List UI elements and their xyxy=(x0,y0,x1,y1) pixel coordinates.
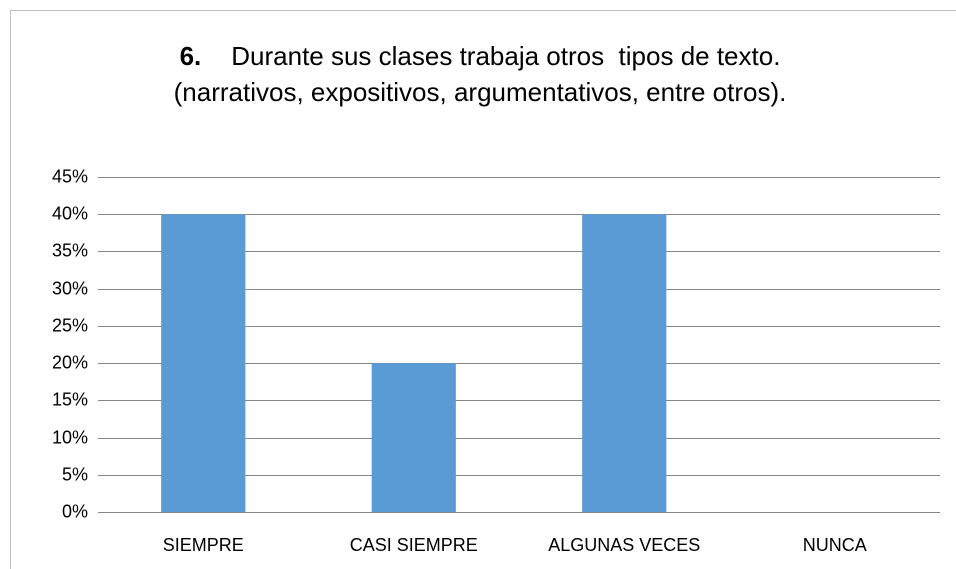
y-tick-label: 40% xyxy=(52,203,88,223)
chart-title: 6. Durante sus clases trabaja otros tipos… xyxy=(118,38,842,110)
bar xyxy=(371,363,456,512)
y-tick-label: 35% xyxy=(52,240,88,260)
bar xyxy=(161,214,246,512)
y-tick-label: 30% xyxy=(52,278,88,298)
y-tick-label: 5% xyxy=(62,464,88,484)
x-tick-label: NUNCA xyxy=(803,535,867,555)
x-tick-label: CASI SIEMPRE xyxy=(350,535,478,555)
x-tick-label: ALGUNAS VECES xyxy=(548,535,700,555)
y-tick-label: 20% xyxy=(52,352,88,372)
y-tick-label: 0% xyxy=(62,501,88,521)
y-tick-label: 45% xyxy=(52,166,88,186)
y-tick-label: 25% xyxy=(52,315,88,335)
x-tick-label: SIEMPRE xyxy=(163,535,244,555)
title-number: 6. xyxy=(179,41,202,71)
y-tick-label: 15% xyxy=(52,389,88,409)
bar xyxy=(582,214,667,512)
title-text: Durante sus clases trabaja otros tipos d… xyxy=(173,41,788,107)
y-tick-label: 10% xyxy=(52,427,88,447)
